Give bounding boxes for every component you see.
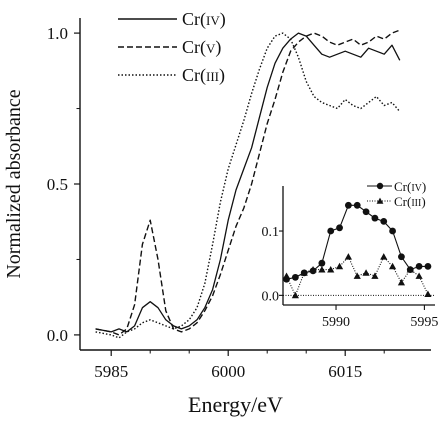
- inset-point-cr-iv: [318, 259, 326, 267]
- inset-point-cr-iii: [300, 269, 308, 276]
- inset-x-tick-label: 5990: [322, 315, 350, 330]
- series-line-cr-iii: [95, 32, 401, 339]
- y-tick-label: 0.5: [47, 175, 68, 194]
- inset-point-cr-iv: [344, 201, 352, 209]
- inset-plot: 5990 5995 0.0 0.1: [262, 186, 438, 330]
- inset-point-cr-iii: [388, 262, 397, 270]
- inset-legend-label-cr-iv: Cr(IV): [394, 179, 426, 194]
- inset-point-cr-iii: [424, 290, 432, 297]
- x-axis-label: Energy/eV: [188, 392, 283, 417]
- inset-point-cr-iii: [406, 266, 414, 273]
- legend-label-cr-iv: Cr(IV): [182, 9, 226, 30]
- inset-point-cr-iv: [415, 263, 423, 270]
- inset-legend-marker-cr-iv: [376, 182, 384, 190]
- inset-point-cr-iii: [397, 278, 406, 286]
- inset-y-tick-label: 0.1: [262, 225, 280, 240]
- y-axis-label: Normalized absorbance: [3, 89, 25, 278]
- inset-point-cr-iii: [291, 291, 299, 299]
- x-tick-label: 6015: [328, 362, 362, 381]
- inset-legend: Cr(IV)Cr(III): [367, 179, 426, 209]
- inset-point-cr-iii: [309, 266, 317, 273]
- legend-label-cr-v: Cr(V): [182, 37, 221, 58]
- inset-point-cr-iii: [327, 266, 335, 273]
- inset-point-cr-iv: [291, 273, 299, 281]
- inset-point-cr-iv: [380, 217, 388, 225]
- inset-point-cr-iv: [398, 253, 405, 261]
- inset-point-cr-iv: [327, 227, 335, 235]
- inset-legend-label-cr-iii: Cr(III): [394, 194, 426, 209]
- inset-point-cr-iii: [282, 272, 291, 279]
- inset-point-cr-iv: [353, 201, 361, 209]
- inset-point-cr-iii: [344, 253, 352, 260]
- inset-point-cr-iii: [362, 269, 370, 276]
- inset-point-cr-iii: [353, 272, 361, 279]
- inset-point-cr-iii: [415, 272, 423, 279]
- x-tick-label: 5985: [94, 362, 128, 381]
- x-tick-label: 6000: [211, 362, 245, 381]
- legend-label-cr-iii: Cr(III): [182, 65, 225, 86]
- series-line-cr-v: [95, 29, 401, 336]
- main-legend: Cr(IV) Cr(V) Cr(III): [118, 9, 226, 86]
- inset-point-cr-iv: [424, 263, 432, 270]
- inset-point-cr-iii: [380, 253, 388, 260]
- inset-point-cr-iv: [336, 224, 343, 232]
- y-tick-label: 0.0: [47, 326, 68, 345]
- inset-point-cr-iii: [371, 272, 379, 279]
- series-line-cr-iv: [95, 32, 401, 333]
- inset-y-tick-label: 0.0: [262, 289, 280, 304]
- inset-point-cr-iv: [389, 227, 396, 235]
- inset-point-cr-iii: [318, 266, 326, 273]
- inset-point-cr-iii: [335, 262, 344, 270]
- inset-series-line-cr-iii: [286, 255, 429, 297]
- inset-legend-marker-cr-iii: [376, 197, 384, 204]
- y-tick-label: 1.0: [47, 24, 68, 43]
- main-plot: 5985 6000 6015 0.0 0.5 1.0 Energy/eV Normalized…: [3, 18, 431, 417]
- inset-x-tick-label: 5995: [410, 315, 438, 330]
- inset-point-cr-iv: [371, 214, 379, 222]
- inset-point-cr-iv: [362, 208, 370, 216]
